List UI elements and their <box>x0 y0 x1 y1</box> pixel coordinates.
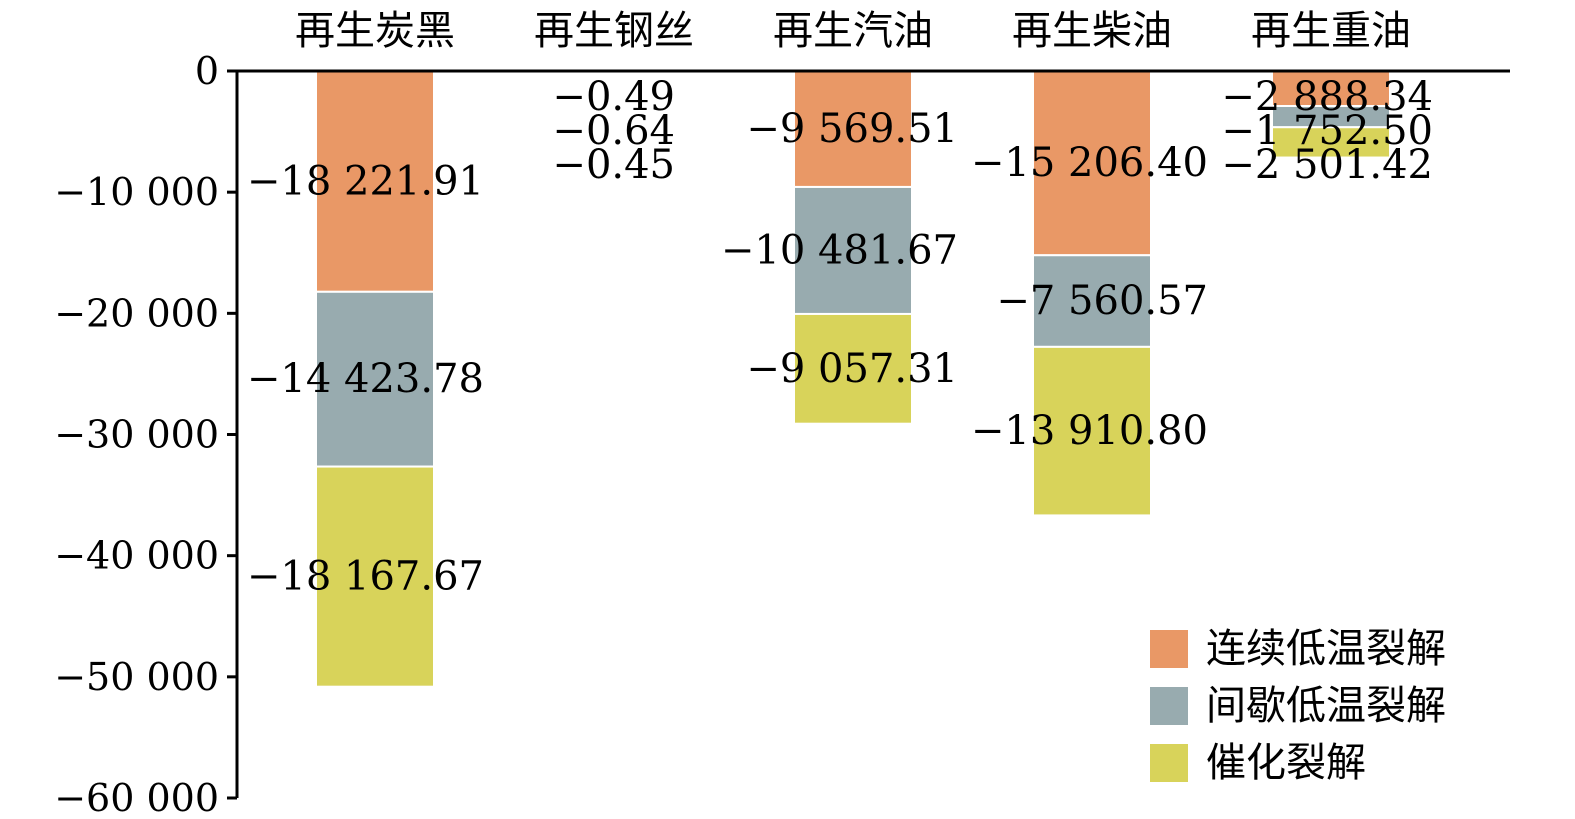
data-label: −9 057.31 <box>746 346 958 392</box>
bar-segment <box>793 312 913 425</box>
y-tick-label: −50 000 <box>54 655 219 699</box>
data-label: −0.49 <box>552 74 675 120</box>
data-label: −0.45 <box>552 142 675 188</box>
y-tick-label: 0 <box>195 49 219 93</box>
data-labels-layer: −18 221.91 −14 423.78 −18 167.67 −0.49−0.64… <box>247 74 1433 600</box>
data-label: −13 910.80 <box>971 408 1208 454</box>
bar-segment <box>1032 254 1152 348</box>
data-label: −2 501.42 <box>1221 142 1433 188</box>
bar-segment <box>315 290 435 468</box>
legend-swatch <box>1150 744 1188 782</box>
y-tick-label: −60 000 <box>54 776 219 819</box>
category-label: 再生汽油 <box>773 8 933 54</box>
category-label: 再生钢丝 <box>534 8 694 54</box>
data-label: −18 221.91 <box>247 158 484 204</box>
data-label: −18 167.67 <box>247 554 484 600</box>
data-label: −7 560.57 <box>996 278 1208 324</box>
y-tick-label: −20 000 <box>54 291 219 335</box>
bar-segment <box>1032 70 1152 257</box>
y-tick-label: −40 000 <box>54 534 219 578</box>
legend-swatch <box>1150 630 1188 668</box>
axes-layer: 再生炭黑 再生钢丝 再生汽油 再生柴油 再生重油 0 −10 000 −20 000 −30 0… <box>54 8 1510 819</box>
category-label: 再生柴油 <box>1012 8 1172 54</box>
data-label: −2 888.34 <box>1221 74 1433 120</box>
data-label: −15 206.40 <box>971 140 1208 186</box>
bar-segment <box>1032 345 1152 517</box>
data-label: −14 423.78 <box>247 356 484 402</box>
bar-segment <box>315 465 435 688</box>
legend-swatch <box>1150 687 1188 725</box>
y-tick-label: −30 000 <box>54 413 219 457</box>
data-label: −9 569.51 <box>746 106 958 152</box>
bar-segment <box>315 70 435 293</box>
bar-segment <box>1271 126 1391 159</box>
category-label: 再生重油 <box>1251 8 1411 54</box>
legend-label: 间歇低温裂解 <box>1206 683 1446 729</box>
bar-segment <box>1271 70 1391 107</box>
legend-label: 连续低温裂解 <box>1206 626 1446 672</box>
data-label: −0.64 <box>552 108 675 154</box>
legend-label: 催化裂解 <box>1206 740 1366 786</box>
y-tick-label: −10 000 <box>54 170 219 214</box>
data-label: −10 481.67 <box>721 227 958 273</box>
bars-layer <box>315 70 1391 688</box>
bar-segment <box>793 185 913 315</box>
category-label: 再生炭黑 <box>295 8 455 54</box>
data-label: −1 752.50 <box>1221 108 1433 154</box>
